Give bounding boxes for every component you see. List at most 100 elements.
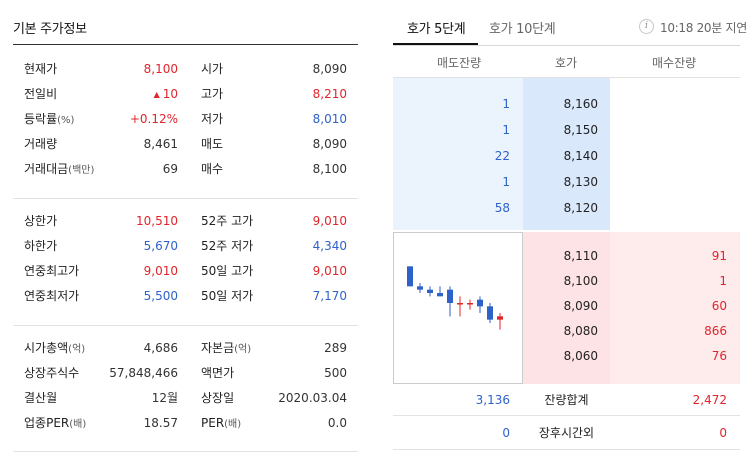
info-value: 500 <box>324 366 347 380</box>
ask-price[interactable]: 8,150 <box>563 123 598 137</box>
info-label-text: 액면가 <box>201 366 235 380</box>
info-label-text: 52주 저가 <box>201 239 254 253</box>
info-label-text: 고가 <box>201 87 224 101</box>
info-row: 하한가 5,670 52주 저가 4,340 <box>13 234 358 259</box>
bid-price[interactable]: 8,100 <box>563 274 598 288</box>
info-label: 저가 <box>201 107 223 132</box>
ask-price[interactable]: 8,140 <box>563 149 598 163</box>
info-value-text: 8,461 <box>143 137 178 151</box>
info-value: 10,510 <box>136 209 178 234</box>
active-tab-indicator <box>393 43 478 45</box>
tab-orderbook-5[interactable]: 호가 5단계 <box>407 22 466 37</box>
info-label: 시가총액(억) <box>24 336 85 362</box>
total-ask-volume: 3,136 <box>475 393 510 407</box>
info-label-text: 결산월 <box>24 391 58 405</box>
info-label-text: PER <box>201 416 225 430</box>
ask-volume: 22 <box>494 149 510 163</box>
info-value: 18.57 <box>144 411 178 436</box>
header-ask-volume: 매도잔량 <box>437 56 482 70</box>
info-value-text: 10,510 <box>136 214 178 228</box>
info-label: 50일 저가 <box>201 284 253 309</box>
section-divider <box>13 198 358 199</box>
info-value: 8,090 <box>312 62 347 76</box>
info-label: 시가 <box>201 57 223 82</box>
bid-volume: 60 <box>711 299 727 313</box>
bid-price[interactable]: 8,080 <box>563 324 598 338</box>
candle-body <box>477 299 483 307</box>
info-label-unit: (배) <box>69 419 87 430</box>
candle-body <box>467 303 473 305</box>
info-label-text: 시가 <box>201 62 224 76</box>
ask-price-area <box>523 78 610 230</box>
info-label: 52주 고가 <box>201 209 253 234</box>
info-row: 현재가 8,100 시가 8,090 <box>13 57 358 82</box>
info-value: 9,010 <box>312 264 347 278</box>
info-value: 5,670 <box>144 234 178 259</box>
info-value: +0.12% <box>130 107 178 132</box>
info-label: 고가 <box>201 82 223 107</box>
info-label: PER(배) <box>201 411 241 437</box>
info-value-text: 12월 <box>151 391 178 405</box>
info-value: 12월 <box>152 386 178 411</box>
info-row: 거래량 8,461 매도 8,090 <box>13 132 358 157</box>
info-label-text: 매도 <box>201 137 224 151</box>
info-label: 상장주식수 <box>24 361 79 386</box>
header-bid-volume: 매수잔량 <box>652 56 697 70</box>
info-label-unit: (억) <box>234 344 252 355</box>
bid-volume: 1 <box>719 274 727 288</box>
info-label: 매수 <box>201 157 223 182</box>
info-label-text: 거래량 <box>24 137 58 151</box>
info-value-text: 18.57 <box>143 416 178 430</box>
candle-body <box>447 289 453 303</box>
ask-volume: 1 <box>502 97 510 111</box>
info-label: 전일비 <box>24 82 57 107</box>
info-value: 8,090 <box>312 137 347 151</box>
info-value-text: 4,686 <box>143 341 178 355</box>
candle-body <box>417 286 423 290</box>
ask-price[interactable]: 8,130 <box>563 175 598 189</box>
info-row: 상장주식수 57,848,466 액면가 500 <box>13 361 358 386</box>
info-value: 9,010 <box>312 214 347 228</box>
tab-orderbook-10[interactable]: 호가 10단계 <box>489 22 556 37</box>
title-divider <box>13 44 358 45</box>
ask-price[interactable]: 8,120 <box>563 201 598 215</box>
bid-price[interactable]: 8,090 <box>563 299 598 313</box>
totals-divider <box>393 415 740 416</box>
info-value-text: 9,010 <box>143 264 178 278</box>
info-row: 업종PER(배) 18.57 PER(배) 0.0 <box>13 411 358 436</box>
section-divider <box>13 451 358 452</box>
info-label-unit: (백만) <box>68 165 95 176</box>
ask-volume: 1 <box>502 175 510 189</box>
bid-price[interactable]: 8,110 <box>563 249 598 263</box>
info-label-text: 50일 저가 <box>201 289 254 303</box>
bid-price[interactable]: 8,060 <box>563 349 598 363</box>
info-value: 5,500 <box>144 284 178 309</box>
info-label-text: 저가 <box>201 112 224 126</box>
info-icon[interactable]: i <box>639 19 654 34</box>
info-label: 매도 <box>201 132 223 157</box>
info-label-text: 하한가 <box>24 239 58 253</box>
info-label-text: 상장일 <box>201 391 235 405</box>
info-label-text: 현재가 <box>24 62 58 76</box>
info-label-text: 상장주식수 <box>24 366 80 380</box>
info-label: 결산월 <box>24 386 57 411</box>
info-value-text: 5,500 <box>143 289 178 303</box>
info-value: 8,100 <box>312 162 347 176</box>
total-bid-volume: 2,472 <box>692 393 727 407</box>
info-label-text: 거래대금 <box>24 162 69 176</box>
ask-volume-area <box>393 78 523 230</box>
info-label-unit: (억) <box>68 344 86 355</box>
info-label-text: 매수 <box>201 162 224 176</box>
info-value-text: 10 <box>162 87 178 101</box>
candle-body <box>407 266 413 287</box>
info-row: 시가총액(억) 4,686 자본금(억) 289 <box>13 336 358 361</box>
info-label: 연중최고가 <box>24 259 79 284</box>
ask-price[interactable]: 8,160 <box>563 97 598 111</box>
info-label-text: 업종PER <box>24 416 70 430</box>
info-value-text: 8,100 <box>143 62 178 76</box>
total-label: 잔량합계 <box>544 393 589 407</box>
candle-body <box>437 293 443 297</box>
info-value: 9,010 <box>144 259 178 284</box>
mini-candle-chart <box>393 232 523 384</box>
info-label: 상장일 <box>201 386 234 411</box>
